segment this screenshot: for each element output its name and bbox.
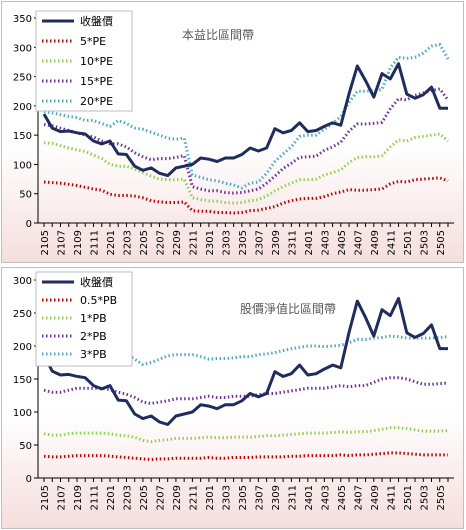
x-tick-label: 2305 (238, 230, 249, 255)
x-tick-label: 2411 (386, 485, 397, 510)
x-tick-label: 2307 (254, 230, 265, 255)
series-line-2 (43, 426, 449, 444)
x-tick-label: 2307 (254, 485, 265, 510)
x-tick-label: 2209 (172, 485, 183, 510)
series-line-1 (43, 176, 449, 215)
x-tick-label: 2501 (403, 230, 414, 255)
legend-label: 0.5*PB (80, 294, 117, 307)
series-line-0 (42, 297, 448, 426)
y-tick-label: 100 (13, 160, 32, 171)
x-tick-label: 2205 (139, 485, 150, 510)
x-tick-label: 2211 (188, 485, 199, 510)
legend-label: 1*PB (80, 312, 107, 325)
y-tick-label: 350 (13, 14, 32, 25)
x-tick-label: 2301 (205, 230, 216, 255)
x-tick-label: 2105 (40, 485, 51, 510)
x-tick-label: 2205 (139, 230, 150, 255)
series-line-0 (42, 62, 448, 178)
x-tick-label: 2211 (188, 230, 199, 255)
x-tick-label: 2305 (238, 485, 249, 510)
y-tick-label: 0 (26, 474, 32, 485)
legend-label: 3*PB (80, 348, 107, 361)
pb-band-chart: 0 50 100 150 200 250 300 2105 2107 2109 2111 2201 22… (13, 271, 454, 510)
x-tick-label: 2503 (419, 485, 430, 510)
legend: 收盤價 0.5*PB 1*PB 2*PB 3*PB (35, 271, 133, 367)
x-tick-label: 2409 (370, 230, 381, 255)
x-tick-label: 2109 (73, 230, 84, 255)
x-tick-label: 2405 (337, 485, 348, 510)
x-tick-label: 2111 (89, 230, 100, 255)
legend-label: 15*PE (80, 75, 113, 88)
x-tick-label: 2209 (172, 230, 183, 255)
x-tick-label: 2309 (271, 485, 282, 510)
y-tick-label: 50 (19, 190, 32, 201)
chart-title: 本益比區間帶 (182, 28, 254, 42)
y-tick-label: 300 (13, 276, 32, 287)
x-tick-label: 2105 (40, 230, 51, 255)
pe-band-chart: 0 50 100 150 200 250 300 350 2105 2107 2109 2111 220… (13, 10, 454, 255)
legend-box (35, 10, 133, 112)
x-tick-label: 2403 (320, 485, 331, 510)
x-tick-label: 2107 (56, 485, 67, 510)
x-tick-label: 2405 (337, 230, 348, 255)
x-tick-label: 2203 (122, 230, 133, 255)
x-tick-label: 2109 (73, 485, 84, 510)
pb-band-chart-panel: 0 50 100 150 200 250 300 2105 2107 2109 2111 2201 22… (1, 267, 464, 529)
x-tick-label: 2111 (89, 485, 100, 510)
x-tick-label: 2411 (386, 230, 397, 255)
y-tick-label: 100 (13, 408, 32, 419)
y-tick-label: 250 (13, 73, 32, 84)
x-tick-label: 2301 (205, 485, 216, 510)
x-tick-label: 2401 (304, 485, 315, 510)
x-tick-label: 2207 (155, 485, 166, 510)
series-line-4 (43, 42, 450, 190)
x-tick-label: 2505 (436, 485, 447, 510)
x-tick-label: 2207 (155, 230, 166, 255)
legend-label: 2*PB (80, 330, 107, 343)
legend-label: 收盤價 (80, 275, 113, 289)
x-tick-label: 2303 (221, 230, 232, 255)
x-tick-label: 2309 (271, 230, 282, 255)
legend-label: 10*PE (80, 55, 113, 68)
chart-title: 股價淨值比區間帶 (240, 301, 336, 316)
x-tick-label: 2401 (304, 230, 315, 255)
x-tick-label: 2303 (221, 485, 232, 510)
y-tick-label: 250 (13, 309, 32, 320)
x-tick-label: 2201 (106, 230, 117, 255)
y-tick-label: 200 (13, 102, 32, 113)
x-tick-label: 2311 (287, 485, 298, 510)
series-line-3 (43, 376, 449, 405)
legend-label: 5*PE (80, 35, 106, 48)
x-tick-label: 2505 (436, 230, 447, 255)
series-line-1 (43, 451, 448, 462)
x-tick-label: 2403 (320, 230, 331, 255)
y-tick-label: 300 (13, 43, 32, 54)
x-tick-label: 2201 (106, 485, 117, 510)
y-tick-label: 0 (26, 219, 32, 230)
x-tick-label: 2107 (56, 230, 67, 255)
x-tick-label: 2501 (403, 485, 414, 510)
legend-label: 收盤價 (80, 14, 113, 28)
x-tick-label: 2203 (122, 485, 133, 510)
y-tick-label: 50 (19, 441, 32, 452)
x-tick-label: 2407 (353, 485, 364, 510)
x-tick-label: 2409 (370, 485, 381, 510)
y-tick-label: 200 (13, 342, 32, 353)
legend-label: 20*PE (80, 95, 113, 108)
x-tick-label: 2311 (287, 230, 298, 255)
y-tick-label: 150 (13, 375, 32, 386)
y-tick-label: 150 (13, 131, 32, 142)
pe-band-chart-panel: 0 50 100 150 200 250 300 350 2105 2107 2109 2111 220… (1, 1, 464, 263)
legend: 收盤價 5*PE 10*PE 15*PE 20*PE (35, 10, 133, 112)
legend-box (35, 271, 133, 367)
x-tick-label: 2407 (353, 230, 364, 255)
x-tick-label: 2503 (419, 230, 430, 255)
